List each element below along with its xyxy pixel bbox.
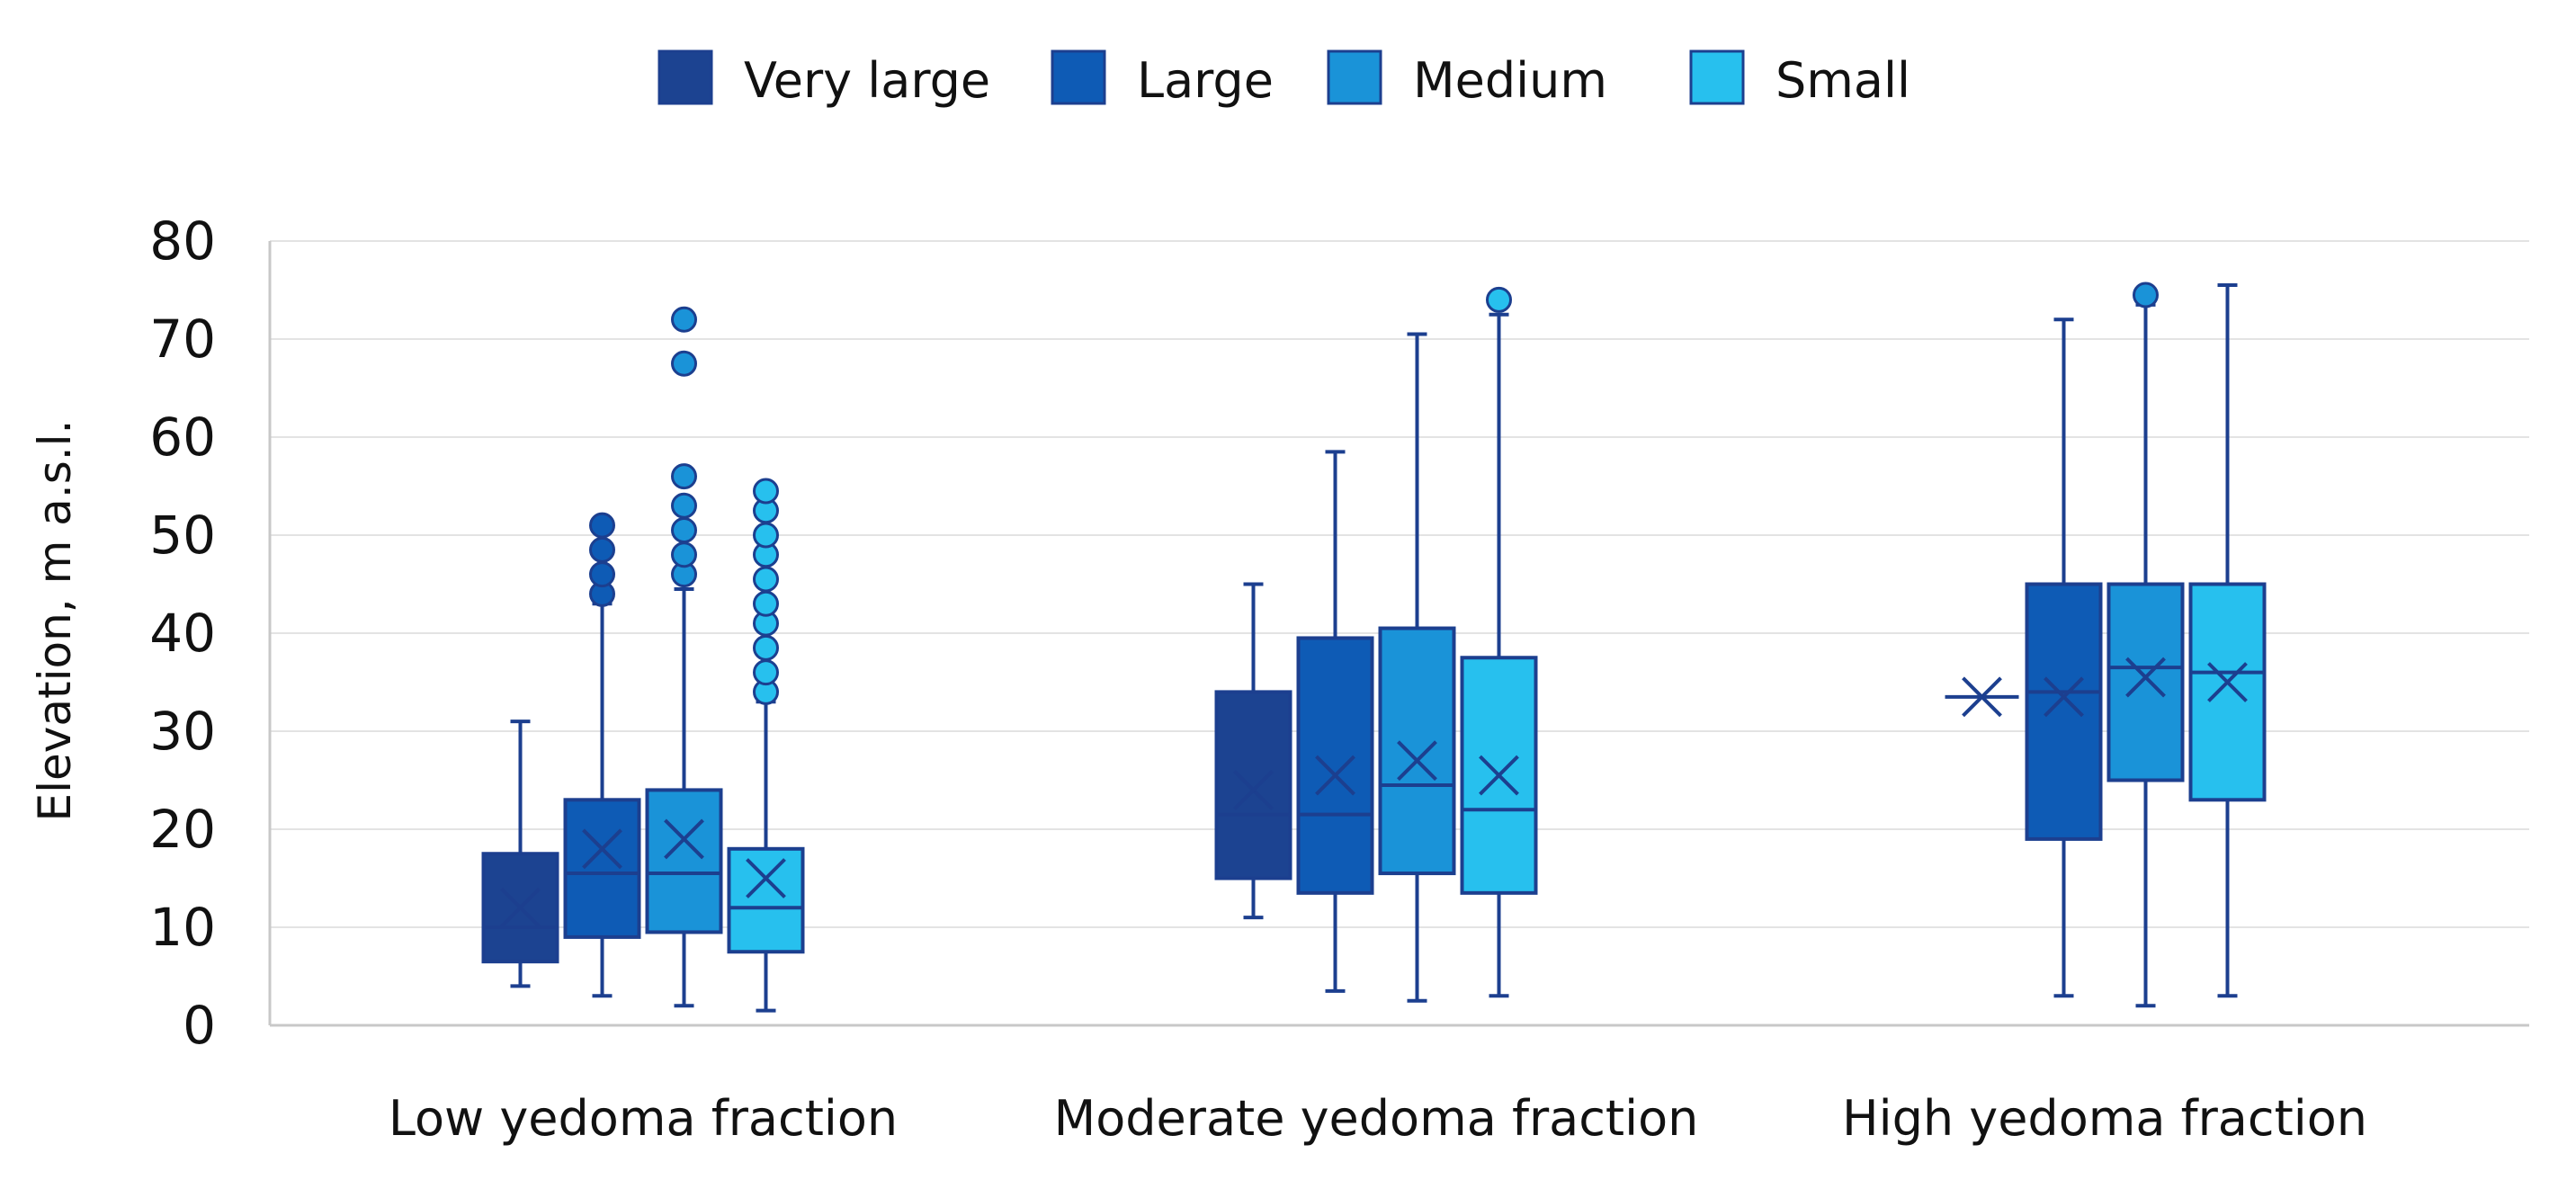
outlier-point bbox=[2133, 282, 2159, 308]
box-large bbox=[1296, 450, 1374, 993]
box-large bbox=[2025, 317, 2103, 998]
outlier-point bbox=[753, 478, 779, 505]
outlier-point bbox=[753, 634, 779, 661]
box-very-large bbox=[1214, 582, 1292, 920]
box-iqr bbox=[1378, 626, 1456, 876]
y-tick-label: 20 bbox=[149, 799, 216, 860]
outlier-point bbox=[671, 541, 697, 568]
box-very-large bbox=[481, 720, 559, 988]
legend-swatch bbox=[1327, 49, 1382, 105]
box-small bbox=[727, 478, 805, 1013]
legend-swatch bbox=[1689, 49, 1745, 105]
y-tick-label: 10 bbox=[149, 897, 216, 958]
y-tick-label: 30 bbox=[149, 701, 216, 762]
box-iqr bbox=[2188, 582, 2267, 802]
legend-swatch bbox=[1051, 49, 1106, 105]
x-axis-categories: Low yedoma fraction Moderate yedoma fract… bbox=[389, 1090, 2367, 1147]
outlier-point bbox=[589, 512, 615, 539]
outlier-point bbox=[753, 590, 779, 617]
box-medium bbox=[2106, 282, 2185, 1008]
outlier-point bbox=[589, 561, 615, 588]
x-category-label: Low yedoma fraction bbox=[389, 1090, 898, 1147]
outlier-point bbox=[753, 659, 779, 686]
mean-marker bbox=[500, 887, 541, 928]
outlier-point bbox=[671, 350, 697, 377]
x-category-label: High yedoma fraction bbox=[1842, 1090, 2367, 1147]
outlier-point bbox=[671, 492, 697, 519]
mean-marker bbox=[1315, 755, 1355, 796]
outlier-point bbox=[671, 306, 697, 333]
y-tick-label: 50 bbox=[149, 505, 216, 566]
mean-marker bbox=[664, 818, 704, 860]
mean-marker bbox=[2125, 657, 2166, 698]
outlier-point bbox=[753, 566, 779, 593]
outlier-point bbox=[753, 522, 779, 549]
legend-label: Very large bbox=[744, 52, 990, 109]
box-medium bbox=[645, 306, 723, 1008]
outlier-point bbox=[1486, 286, 1512, 313]
box-medium bbox=[1378, 332, 1456, 1003]
y-tick-label: 0 bbox=[183, 995, 216, 1056]
outlier-point bbox=[671, 517, 697, 544]
box-iqr bbox=[645, 788, 723, 934]
box-iqr bbox=[727, 846, 805, 954]
box-iqr bbox=[1214, 690, 1292, 881]
box-very-large bbox=[1945, 676, 2019, 718]
outlier-point bbox=[671, 463, 697, 490]
y-tick-label: 60 bbox=[149, 407, 216, 468]
mean-marker bbox=[1962, 676, 2002, 718]
box-large bbox=[563, 512, 641, 998]
box-iqr bbox=[2106, 582, 2185, 782]
outlier-point bbox=[589, 536, 615, 563]
box-small bbox=[1460, 286, 1538, 998]
mean-marker bbox=[2207, 662, 2248, 702]
y-tick-label: 80 bbox=[149, 210, 216, 272]
legend-label: Large bbox=[1137, 52, 1274, 109]
box-iqr bbox=[2025, 582, 2103, 841]
legend-label: Medium bbox=[1413, 52, 1607, 109]
y-axis-ticks: 0 10 20 30 40 50 60 70 80 bbox=[149, 210, 216, 1056]
y-tick-label: 70 bbox=[149, 308, 216, 370]
mean-marker bbox=[1479, 755, 1519, 796]
legend-swatch bbox=[657, 49, 713, 105]
mean-marker bbox=[1397, 740, 1437, 782]
x-category-label: Moderate yedoma fraction bbox=[1054, 1090, 1699, 1147]
y-axis-label: Elevation, m a.s.l. bbox=[29, 420, 81, 822]
box-small bbox=[2188, 283, 2267, 998]
box-iqr bbox=[563, 798, 641, 939]
legend-label: Small bbox=[1775, 52, 1910, 109]
mean-marker bbox=[2044, 676, 2084, 718]
legend: Very large Large Medium Small bbox=[657, 49, 1910, 109]
box-series bbox=[481, 282, 2267, 1013]
mean-marker bbox=[582, 828, 622, 870]
mean-marker bbox=[746, 858, 786, 898]
box-iqr bbox=[1296, 636, 1374, 895]
mean-marker bbox=[1233, 769, 1274, 810]
y-tick-label: 40 bbox=[149, 603, 216, 664]
